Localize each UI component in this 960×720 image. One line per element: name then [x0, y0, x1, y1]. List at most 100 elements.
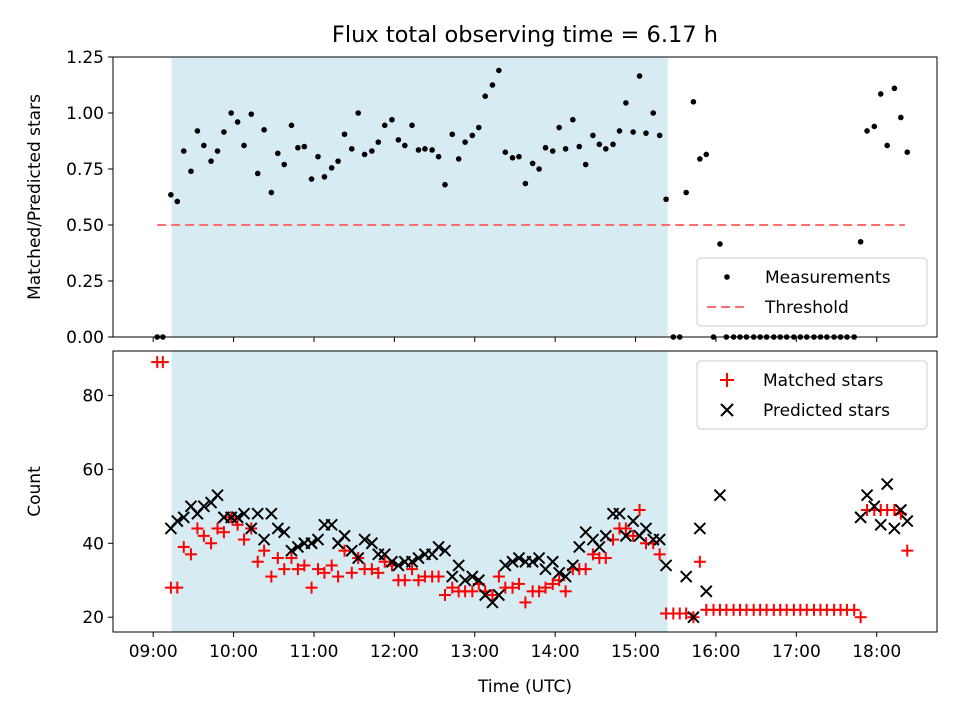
- y-tick-label: 0.00: [66, 328, 104, 348]
- matched-point: [156, 356, 169, 369]
- predicted-point: [325, 518, 338, 531]
- measurement-point: [375, 139, 382, 145]
- matched-point: [406, 563, 419, 576]
- predicted-point: [566, 559, 580, 572]
- measurement-point: [556, 124, 562, 131]
- x-tick-label: 09:00: [129, 642, 178, 662]
- predicted-point: [278, 525, 291, 539]
- measurement-point: [623, 100, 629, 106]
- x-tick-label: 18:00: [852, 642, 901, 662]
- predicted-point: [458, 574, 472, 587]
- matched-point: [693, 555, 706, 568]
- count-legend: Matched stars Predicted stars: [696, 360, 928, 430]
- ratio-legend: Measurements Threshold: [696, 257, 928, 327]
- y-tick-label: 1.25: [66, 48, 104, 68]
- measurement-point: [241, 142, 247, 149]
- predicted-point: [593, 540, 606, 554]
- matched-point: [184, 548, 197, 561]
- predicted-point: [854, 511, 867, 524]
- measurement-point: [208, 158, 214, 164]
- measurement-point: [643, 130, 649, 136]
- measurement-point: [877, 91, 884, 97]
- predicted-point: [466, 570, 479, 583]
- matched-point: [332, 570, 345, 583]
- measurement-point: [549, 148, 556, 154]
- measurement-point: [650, 110, 657, 116]
- matched-point: [378, 555, 391, 568]
- measurement-point: [496, 67, 502, 74]
- measurement-point: [891, 85, 898, 92]
- measurement-point: [301, 143, 308, 150]
- predicted-point: [177, 511, 190, 524]
- predicted-point: [365, 537, 379, 550]
- matched-point: [325, 559, 338, 572]
- predicted-point: [613, 507, 626, 520]
- measurement-point: [381, 122, 388, 129]
- measurement-point: [174, 198, 181, 205]
- predicted-point: [338, 529, 351, 543]
- predicted-point: [245, 522, 258, 535]
- x-tick-label: 12:00: [370, 642, 419, 662]
- count-legend-box: [696, 360, 928, 430]
- measurement-point: [529, 160, 536, 167]
- x-tick-label: 11:00: [289, 642, 338, 662]
- predicted-point: [626, 514, 640, 528]
- measurement-point: [898, 114, 904, 121]
- measurement-point: [536, 166, 542, 172]
- predicted-point: [492, 588, 506, 602]
- measurement-point: [871, 123, 878, 130]
- matched-point: [398, 574, 411, 587]
- matched-point: [298, 559, 311, 572]
- y-tick-label: 0.50: [66, 216, 104, 236]
- matched-point: [285, 552, 298, 565]
- measurement-point: [475, 124, 482, 131]
- matched-point: [446, 581, 459, 594]
- x-tick-label: 14:00: [531, 642, 580, 662]
- measurement-point: [435, 153, 442, 160]
- measurement-point: [590, 132, 596, 139]
- measurement-point: [516, 153, 522, 160]
- measurement-point: [409, 122, 415, 129]
- measurement-point: [697, 156, 703, 162]
- predicted-point: [351, 551, 365, 565]
- threshold-legend-label: Threshold: [764, 298, 849, 318]
- measurement-point: [904, 149, 911, 155]
- matched-point: [197, 529, 210, 542]
- predicted-point: [392, 559, 405, 572]
- predicted-point: [894, 503, 908, 517]
- measurement-point: [630, 129, 636, 135]
- measurement-point: [275, 150, 281, 157]
- measurement-point: [261, 127, 267, 133]
- predicted-legend-marker: [720, 403, 734, 417]
- matched-point: [512, 577, 525, 590]
- matched-point: [265, 570, 278, 583]
- measurement-point: [234, 119, 241, 125]
- measurement-point: [703, 151, 710, 158]
- predicted-point: [265, 507, 278, 520]
- measurement-point: [395, 137, 402, 143]
- predicted-point: [639, 522, 653, 535]
- predicted-point: [693, 522, 707, 535]
- measurement-point: [180, 148, 187, 154]
- measurement-point: [562, 146, 569, 152]
- count-panel: 20 40 60 80 09:00 10:00 11:00 12:00 13:00 14:00 15…: [25, 350, 938, 697]
- predicted-point: [874, 518, 887, 531]
- predicted-point: [358, 533, 371, 546]
- measurement-point: [201, 142, 207, 149]
- predicted-point: [888, 522, 901, 535]
- matched-point: [191, 522, 204, 535]
- measurement-point: [469, 132, 476, 139]
- measurements-legend-label: Measurements: [765, 268, 891, 288]
- ratio-legend-box: [696, 257, 928, 327]
- predicted-point: [499, 559, 512, 572]
- measurement-point: [616, 128, 623, 134]
- matched-point: [546, 577, 559, 590]
- measurement-point: [884, 142, 890, 149]
- predicted-point: [446, 570, 459, 583]
- predicted-point: [559, 570, 572, 583]
- matched-point: [539, 581, 552, 594]
- chart-title: Flux total observing time = 6.17 h: [332, 22, 718, 48]
- matched-point: [205, 537, 218, 550]
- measurement-point: [315, 153, 321, 160]
- predicted-point: [231, 511, 244, 524]
